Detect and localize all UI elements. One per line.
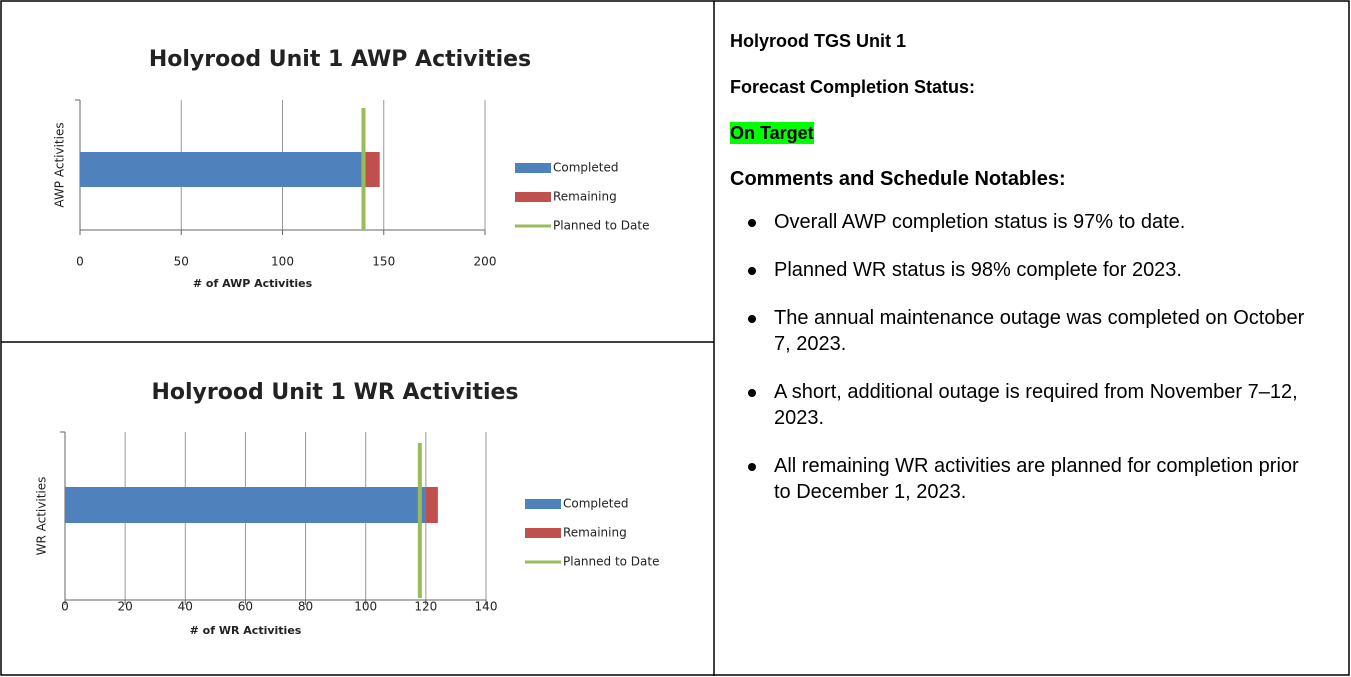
comment: The annual maintenance outage was comple… [748, 305, 1314, 357]
x-axis-label: # of AWP Activities [193, 277, 313, 290]
status-label: Forecast Completion Status: [730, 77, 976, 97]
legend-label: Remaining [553, 190, 617, 204]
panel-title: Holyrood TGS Unit 1 [730, 31, 907, 51]
comment: Overall AWP completion status is 97% to … [748, 209, 1314, 235]
x-tick-label: 40 [178, 600, 193, 614]
x-tick-label: 100 [354, 600, 377, 614]
chart-title: Holyrood Unit 1 WR Activities [151, 380, 518, 405]
comment-text: Planned WR status is 98% complete for 20… [774, 259, 1182, 281]
x-tick-label: 100 [271, 255, 294, 269]
bullet [748, 463, 756, 471]
legend-label: Completed [553, 161, 618, 175]
x-tick-label: 80 [298, 600, 313, 614]
x-tick-label: 150 [372, 255, 395, 269]
bullet [748, 389, 756, 397]
status-row: On Target [730, 122, 1340, 144]
legend-swatch [525, 528, 561, 538]
x-tick-label: 20 [118, 600, 133, 614]
chart-title: Holyrood Unit 1 AWP Activities [149, 47, 531, 72]
comment-text: Overall AWP completion status is 97% to … [774, 211, 1186, 233]
x-tick-label: 60 [238, 600, 253, 614]
comment: A short, additional outage is required f… [748, 379, 1314, 431]
bullet [748, 315, 756, 323]
comment: All remaining WR activities are planned … [748, 453, 1314, 505]
x-axis-label: # of WR Activities [190, 624, 302, 637]
bullet [748, 219, 756, 227]
legend-label: Planned to Date [563, 555, 660, 569]
bar-segment [80, 152, 364, 187]
legend-label: Remaining [563, 526, 627, 540]
legend-swatch [515, 163, 551, 173]
legend-swatch [525, 499, 561, 509]
y-axis-label: WR Activities [35, 477, 49, 556]
x-tick-label: 50 [174, 255, 189, 269]
x-tick-label: 0 [76, 255, 84, 269]
status: On Target [730, 122, 814, 144]
bullet [748, 267, 756, 275]
x-tick-label: 200 [474, 255, 497, 269]
comment-text: The annual maintenance outage was comple… [774, 307, 1305, 355]
status-panel: Holyrood TGS Unit 1 Forecast Completion … [730, 30, 1340, 527]
legend-label: Completed [563, 497, 628, 511]
x-tick-label: 0 [61, 600, 69, 614]
bar-segment [65, 487, 426, 523]
x-tick-label: 140 [475, 600, 498, 614]
legend-label: Planned to Date [553, 219, 650, 233]
y-axis-label: AWP Activities [53, 122, 67, 207]
comment-text: All remaining WR activities are planned … [774, 455, 1299, 503]
comment: Planned WR status is 98% complete for 20… [748, 257, 1314, 283]
bar-segment [363, 152, 380, 187]
comment-text: A short, additional outage is required f… [774, 381, 1298, 429]
comments: Overall AWP completion status is 97% to … [730, 209, 1340, 505]
bar-segment [425, 487, 438, 523]
legend-swatch [515, 192, 551, 202]
x-tick-label: 120 [414, 600, 437, 614]
comments-heading: Comments and Schedule Notables: [730, 168, 1066, 190]
